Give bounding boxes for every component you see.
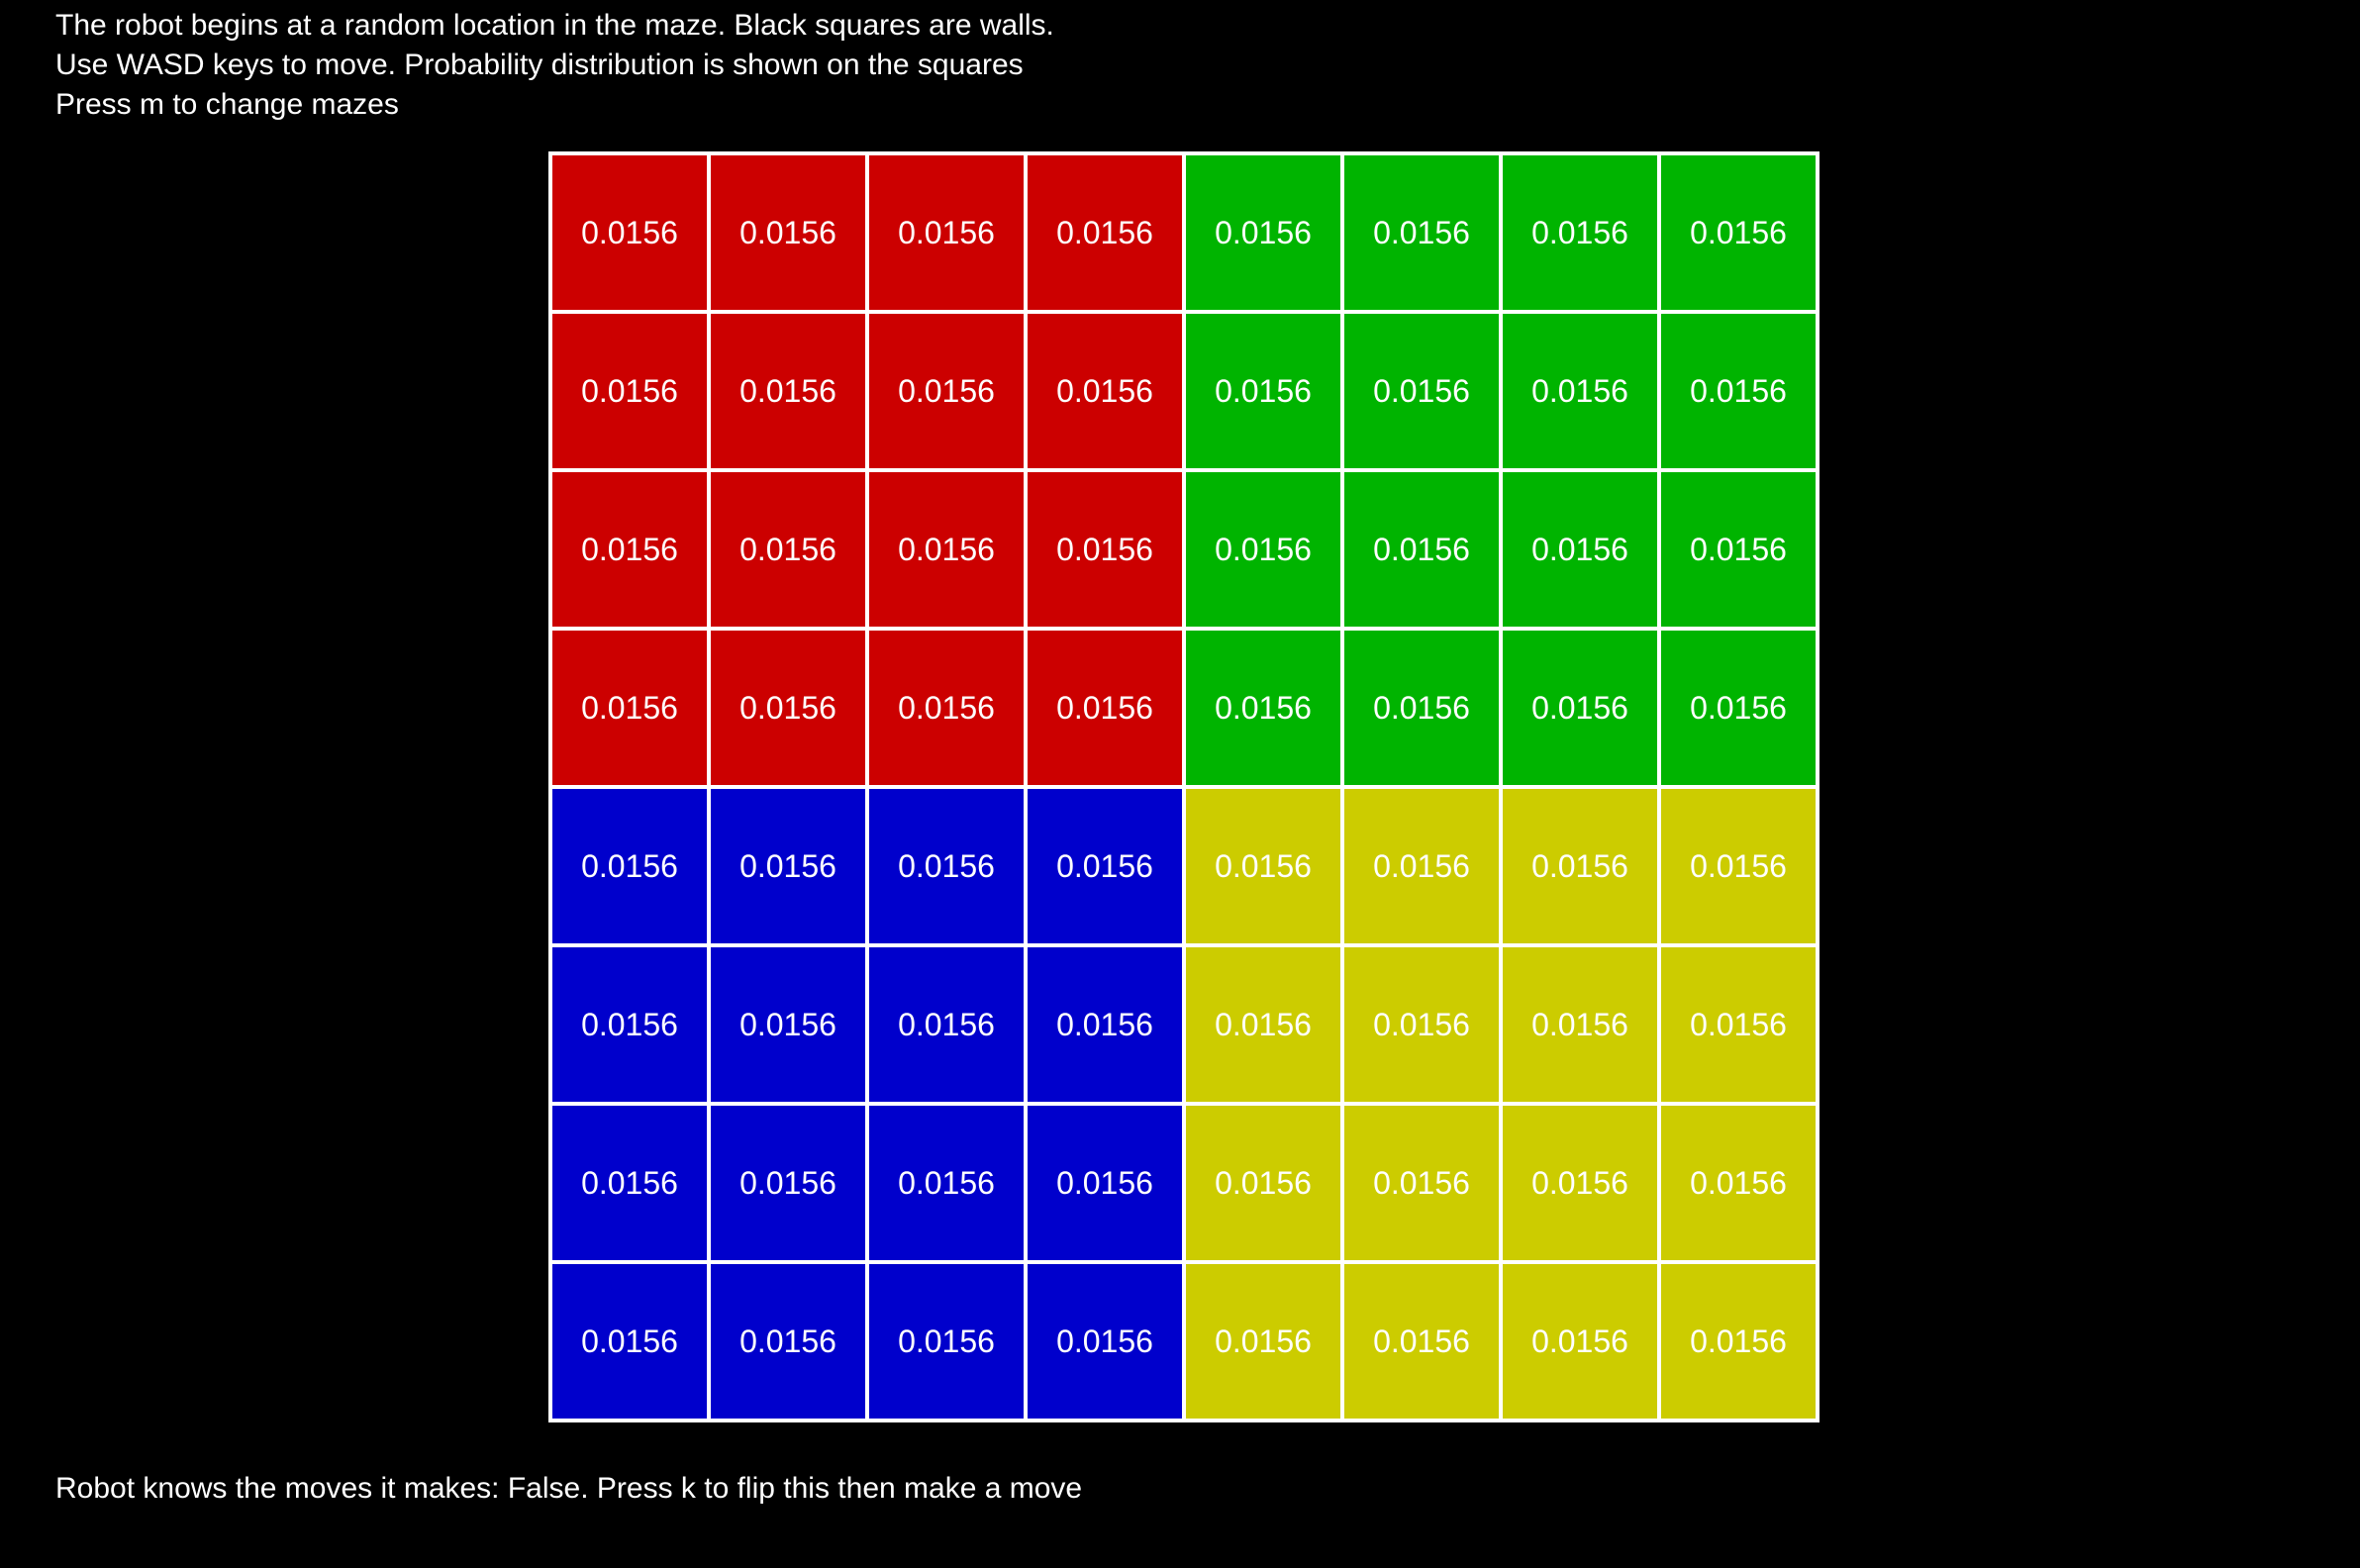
maze-cell: 0.0156 <box>1028 155 1182 310</box>
maze-cell: 0.0156 <box>711 155 865 310</box>
maze-cell: 0.0156 <box>1503 155 1657 310</box>
maze-cell: 0.0156 <box>1661 631 1816 785</box>
maze-cell: 0.0156 <box>869 789 1024 943</box>
maze-cell: 0.0156 <box>711 789 865 943</box>
maze-cell: 0.0156 <box>1344 789 1499 943</box>
maze-cell: 0.0156 <box>1344 472 1499 627</box>
maze-cell: 0.0156 <box>1186 155 1340 310</box>
maze-cell: 0.0156 <box>1028 1264 1182 1419</box>
maze-cell: 0.0156 <box>1503 789 1657 943</box>
maze-cell: 0.0156 <box>1344 947 1499 1102</box>
maze-cell: 0.0156 <box>1028 1106 1182 1260</box>
maze-cell: 0.0156 <box>1661 472 1816 627</box>
maze-cell: 0.0156 <box>1503 1106 1657 1260</box>
maze-cell: 0.0156 <box>552 631 707 785</box>
status-text: Robot knows the moves it makes: False. P… <box>55 1472 1083 1505</box>
maze-cell: 0.0156 <box>869 947 1024 1102</box>
maze-cell: 0.0156 <box>1028 947 1182 1102</box>
instruction-line: The robot begins at a random location in… <box>55 9 1054 42</box>
maze-cell: 0.0156 <box>711 1106 865 1260</box>
maze-cell: 0.0156 <box>711 947 865 1102</box>
maze-cell: 0.0156 <box>1344 314 1499 468</box>
maze-cell: 0.0156 <box>711 631 865 785</box>
maze-cell: 0.0156 <box>1186 1106 1340 1260</box>
maze-cell: 0.0156 <box>869 631 1024 785</box>
maze-grid[interactable]: 0.0156 0.0156 0.0156 0.0156 0.0156 0.0156 0.01… <box>548 151 1819 1422</box>
maze-cell: 0.0156 <box>1503 1264 1657 1419</box>
maze-cell: 0.0156 <box>1661 314 1816 468</box>
maze-cell: 0.0156 <box>1661 1106 1816 1260</box>
maze-cell: 0.0156 <box>1344 155 1499 310</box>
maze-cell: 0.0156 <box>552 1264 707 1419</box>
maze-cell: 0.0156 <box>552 1106 707 1260</box>
maze-cell: 0.0156 <box>1661 1264 1816 1419</box>
maze-cell: 0.0156 <box>1186 631 1340 785</box>
maze-cell: 0.0156 <box>552 789 707 943</box>
maze-cell: 0.0156 <box>1344 631 1499 785</box>
maze-cell: 0.0156 <box>1028 631 1182 785</box>
maze-cell: 0.0156 <box>1661 155 1816 310</box>
maze-cell: 0.0156 <box>552 472 707 627</box>
maze-cell: 0.0156 <box>1186 789 1340 943</box>
maze-cell: 0.0156 <box>711 472 865 627</box>
maze-cell: 0.0156 <box>552 947 707 1102</box>
maze-cell: 0.0156 <box>1503 472 1657 627</box>
maze-cell: 0.0156 <box>1186 1264 1340 1419</box>
maze-cell: 0.0156 <box>1028 472 1182 627</box>
maze-cell: 0.0156 <box>869 1106 1024 1260</box>
maze-cell: 0.0156 <box>1186 947 1340 1102</box>
instructions: The robot begins at a random location in… <box>55 6 1054 125</box>
maze-cell: 0.0156 <box>711 314 865 468</box>
maze-cell: 0.0156 <box>1661 789 1816 943</box>
maze-cell: 0.0156 <box>1186 472 1340 627</box>
maze-cell: 0.0156 <box>1503 631 1657 785</box>
maze-cell: 0.0156 <box>1186 314 1340 468</box>
maze-cell: 0.0156 <box>1344 1264 1499 1419</box>
maze-cell: 0.0156 <box>1028 314 1182 468</box>
maze-cell: 0.0156 <box>869 472 1024 627</box>
maze-cell: 0.0156 <box>552 314 707 468</box>
maze-cell: 0.0156 <box>552 155 707 310</box>
maze-cell: 0.0156 <box>1661 947 1816 1102</box>
instruction-line: Use WASD keys to move. Probability distr… <box>55 49 1024 81</box>
maze-cell: 0.0156 <box>1503 947 1657 1102</box>
instruction-line: Press m to change mazes <box>55 88 399 121</box>
maze-cell: 0.0156 <box>869 1264 1024 1419</box>
maze-cell: 0.0156 <box>711 1264 865 1419</box>
maze-cell: 0.0156 <box>869 314 1024 468</box>
maze-cell: 0.0156 <box>869 155 1024 310</box>
maze-cell: 0.0156 <box>1503 314 1657 468</box>
maze-cell: 0.0156 <box>1028 789 1182 943</box>
maze-cell: 0.0156 <box>1344 1106 1499 1260</box>
